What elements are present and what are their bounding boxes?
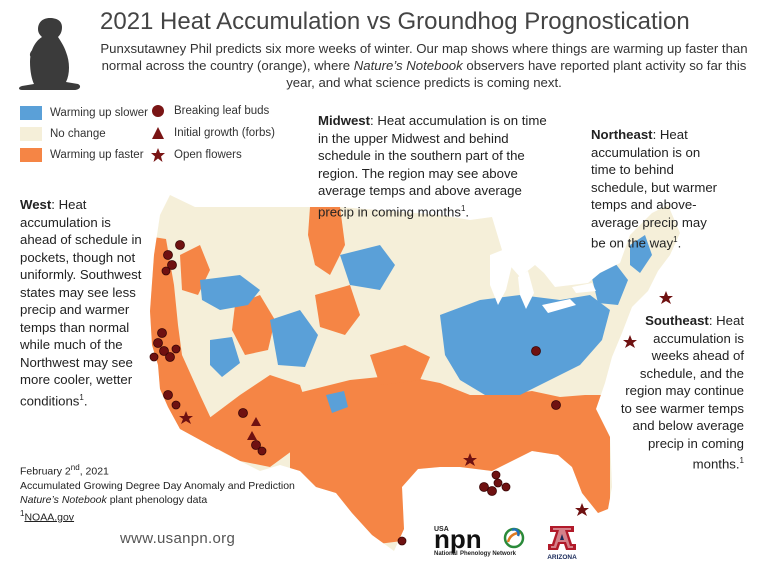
triangle-icon	[152, 127, 164, 139]
footer-notes: February 2nd, 2021 Accumulated Growing D…	[20, 461, 295, 524]
region-midwest-text: Midwest: Heat accumulation is on time in…	[318, 113, 547, 219]
npn-logo-sub1: National	[434, 551, 458, 557]
legend-swatch-no-change	[20, 127, 42, 141]
page-title: 2021 Heat Accumulation vs Groundhog Prog…	[100, 8, 690, 35]
circle-icon	[152, 105, 164, 117]
npn-logo: USA npn National Phenology Network	[434, 524, 525, 557]
npn-logo-npn: npn	[434, 524, 482, 554]
footer-data-source: Accumulated Growing Degree Day Anomaly a…	[20, 479, 295, 492]
legend-item-leaf-buds: Breaking leaf buds	[150, 103, 269, 119]
region-west-text: West: Heat accumulation is ahead of sche…	[20, 197, 142, 408]
footer-date: February 2nd, 2021	[20, 463, 109, 478]
legend-item-initial-growth: Initial growth (forbs)	[150, 125, 275, 141]
website-link[interactable]: www.usanpn.org	[120, 530, 236, 547]
region-southeast-text: Southeast: Heat accumulation is weeks ah…	[620, 313, 744, 472]
legend-item-faster: Warming up faster	[20, 148, 144, 162]
region-northeast-text: Northeast: Heat accumulation is on time …	[591, 127, 718, 251]
legend-item-slower: Warming up slower	[20, 106, 148, 120]
arizona-logo-text: ARIZONA	[547, 554, 577, 561]
npn-logo-sub2: Phenology Network	[460, 551, 517, 557]
legend-swatch-slower	[20, 106, 42, 120]
legend-item-no-change: No change	[20, 127, 106, 141]
groundhog-icon	[19, 18, 81, 90]
footer-phenology-source: Nature’s Notebook plant phenology data	[20, 493, 208, 506]
legend-swatch-faster	[20, 148, 42, 162]
observation-markers	[149, 240, 561, 546]
star-icon	[151, 148, 165, 162]
intro-text: Punxsutawney Phil predicts six more week…	[100, 41, 748, 90]
footer-noaa-link[interactable]: 1NOAA.gov	[20, 508, 75, 524]
npn-logo-usa: USA	[434, 526, 449, 533]
us-heat-map	[149, 195, 680, 551]
arizona-logo: ARIZONA	[547, 526, 577, 561]
legend-item-open-flowers: Open flowers	[150, 147, 242, 163]
